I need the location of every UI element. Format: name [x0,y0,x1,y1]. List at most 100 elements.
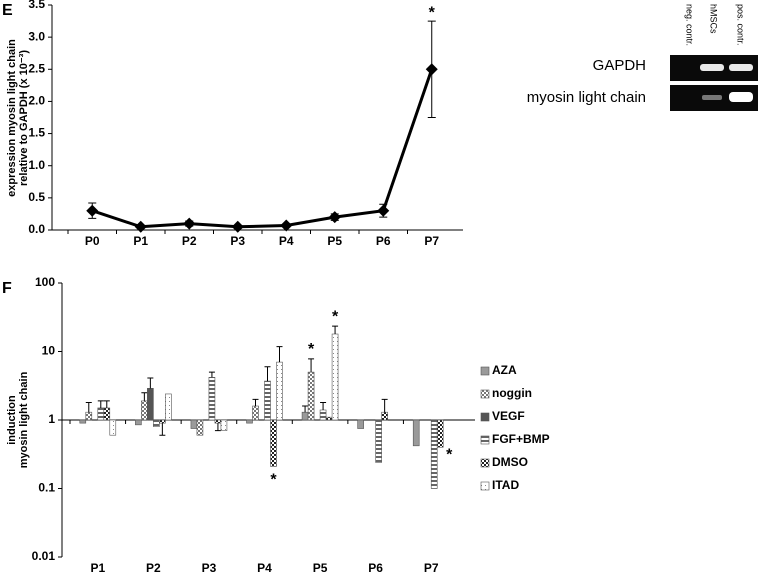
bar [135,419,142,426]
row-label: GAPDH [593,57,646,74]
error-bar [276,346,283,363]
error-bar [159,423,166,436]
x-tick-label: P0 [85,234,100,248]
error-bar [252,398,259,407]
bar [103,407,111,421]
annotation: * [308,341,315,358]
x-tick-label: P2 [146,561,161,574]
bar [153,419,160,427]
x-tick-label: P7 [424,561,439,574]
error-bar [320,402,327,410]
y-tick-label: 2.0 [28,94,45,108]
error-bar [141,392,148,401]
bar [319,409,327,421]
bar [276,361,283,421]
x-tick-label: P5 [313,561,328,574]
bar [246,419,253,424]
bar [357,419,364,429]
y-tick-label: 0.0 [28,222,45,236]
bar [220,419,228,431]
x-tick-label: P1 [133,234,148,248]
bar [325,416,333,421]
legend-label: AZA [492,363,517,377]
y-tick-label: 100 [35,275,55,289]
marker [86,204,99,217]
bar [165,393,172,421]
legend-swatch [480,412,490,422]
y-tick-label: 0.5 [28,190,45,204]
legend-swatch [480,481,490,491]
bar [252,405,259,421]
marker [425,63,438,76]
y-tick-label: 1.5 [28,126,45,140]
legend-swatch [480,389,490,399]
lane-label: pos. contr. [736,4,746,46]
marker [377,204,390,217]
error-bar [208,371,215,378]
error-bar [147,377,154,389]
error-bar [214,423,221,432]
bar [196,419,204,436]
bar [430,419,438,489]
legend-swatch [480,366,490,376]
error-bar [85,402,92,413]
band [729,64,753,71]
marker [183,217,196,230]
legend-label: noggin [492,386,532,400]
bar [264,380,271,421]
x-tick-label: P5 [327,234,342,248]
bar [97,407,105,421]
bar [159,419,166,424]
error-bar [97,400,104,408]
y-tick-label: 1.0 [28,158,45,172]
x-tick-label: P4 [257,561,272,574]
bar [85,411,93,421]
y-axis-label: expression myosin light chain [6,39,18,197]
band [702,95,722,100]
x-tick-label: P7 [424,234,439,248]
x-tick-label: P3 [230,234,245,248]
y-tick-label: 3.0 [28,29,45,43]
bar [208,377,216,421]
error-bar [381,398,388,413]
annotation: * [429,4,436,21]
error-bar [302,405,309,413]
error-bar [332,325,339,335]
y-tick-label: 0.01 [32,549,56,563]
x-tick-label: P3 [202,561,217,574]
error-bar [308,358,315,373]
bar [375,419,382,463]
marker [328,211,341,224]
legend-swatch [480,435,490,445]
y-axis-label: induction [6,395,18,445]
lane-label: neg. contr. [685,4,695,46]
error-bar [103,400,110,408]
marker [134,220,147,233]
legend-label: VEGF [492,409,525,423]
bar [109,419,117,436]
bar [436,419,444,448]
bar [79,419,87,424]
error-bar [264,366,271,382]
bar [301,411,309,421]
y-axis-label: relative to GAPDH (x 10⁻³) [18,50,30,186]
band [729,92,753,102]
gel: neg. contr. hMSCs pos. contr. GAPDH myos… [527,4,758,111]
panel-letter: F [2,280,12,297]
bar [147,388,154,421]
y-tick-label: 2.5 [28,61,45,75]
y-tick-label: 1 [48,412,55,426]
band [700,64,724,71]
marker [231,220,244,233]
lane-label: hMSCs [709,4,719,34]
marker [280,219,293,232]
y-tick-label: 0.1 [38,481,55,495]
bar [214,419,222,424]
bar [381,411,388,421]
annotation: * [270,472,277,489]
bar [190,419,198,429]
y-tick-label: 3.5 [28,0,45,11]
x-tick-label: P6 [376,234,391,248]
legend-label: DMSO [492,455,528,469]
